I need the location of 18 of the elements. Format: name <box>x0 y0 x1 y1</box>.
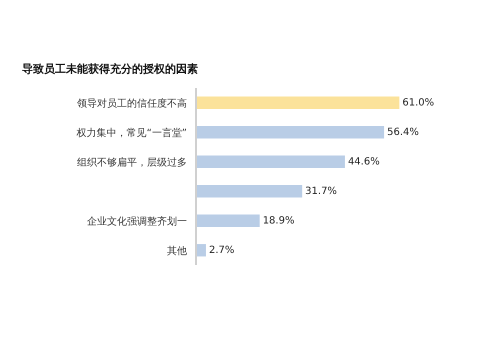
y-tick-label: 权力集中，常见“一言堂” <box>76 126 187 139</box>
data-label: 56.4% <box>387 126 419 138</box>
bar <box>197 126 384 138</box>
y-tick-label: 其他 <box>167 244 187 257</box>
y-tick-label: 组织不够扁平，层级过多 <box>77 156 187 168</box>
bar <box>197 156 345 168</box>
y-tick-label: 领导对员工的信任度不高 <box>77 97 187 110</box>
y-tick-label: 企业文化强调整齐划一 <box>87 215 187 228</box>
bar <box>197 214 260 227</box>
data-label: 2.7% <box>208 244 234 256</box>
data-label: 44.6% <box>348 156 380 168</box>
chart-title: 导致员工未能获得充分的授权的因素 <box>22 62 198 76</box>
bar <box>197 244 206 256</box>
bar <box>197 96 400 109</box>
data-label: 18.9% <box>262 215 294 226</box>
data-label: 31.7% <box>305 186 337 197</box>
data-label: 61.0% <box>402 97 434 108</box>
bar <box>197 185 302 198</box>
